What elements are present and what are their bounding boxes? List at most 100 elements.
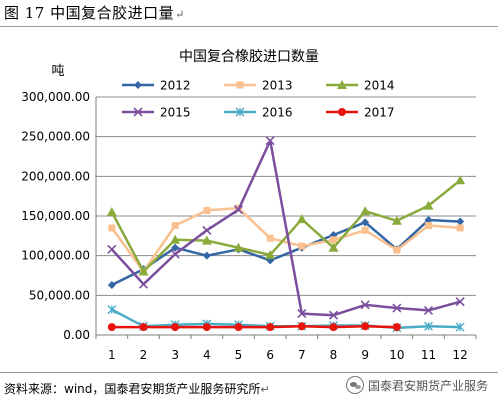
data-point <box>391 215 402 225</box>
data-point <box>171 222 179 230</box>
y-tick-label: 100,000.00 <box>21 249 90 263</box>
series-line <box>110 179 461 273</box>
y-tick-label: 0.00 <box>63 328 90 342</box>
data-point <box>107 305 117 315</box>
series-line <box>111 218 461 287</box>
data-point <box>361 322 370 331</box>
data-point <box>393 246 401 254</box>
data-point <box>236 81 244 89</box>
x-tick-label: 8 <box>330 348 338 362</box>
x-tick-label: 6 <box>266 348 274 362</box>
data-point <box>455 175 466 185</box>
x-tick-label: 11 <box>421 348 436 362</box>
data-point <box>266 234 274 242</box>
data-point <box>328 310 339 320</box>
data-point <box>423 200 434 210</box>
data-point <box>456 217 465 226</box>
series-2013 <box>108 204 464 276</box>
data-point <box>298 242 306 250</box>
data-point <box>233 205 244 215</box>
series-line <box>111 308 461 330</box>
figure-title-text: 图 17 中国复合胶进口量 <box>4 4 175 22</box>
data-point <box>107 281 116 290</box>
data-point <box>361 218 370 227</box>
data-point <box>202 225 212 235</box>
y-tick-label: 250,000.00 <box>21 130 90 144</box>
data-point <box>329 323 338 332</box>
x-tick-label: 5 <box>235 348 243 362</box>
legend-entry-2017: 2017 <box>326 106 395 120</box>
data-point <box>360 300 370 310</box>
legend-entry-2016: 2016 <box>224 106 293 120</box>
data-point <box>134 81 142 89</box>
data-point <box>235 107 245 117</box>
y-tick-label: 50,000.00 <box>29 288 90 302</box>
data-point <box>138 279 149 289</box>
data-point <box>133 107 143 117</box>
data-point <box>337 80 347 89</box>
data-point <box>360 206 371 216</box>
data-point <box>107 244 117 254</box>
y-tick-label: 200,000.00 <box>21 169 90 183</box>
series-line <box>110 206 461 273</box>
x-tick-label: 3 <box>171 348 179 362</box>
x-tick-label: 2 <box>140 348 148 362</box>
data-point <box>265 136 275 146</box>
series-2017 <box>107 322 401 332</box>
data-point <box>203 206 211 214</box>
series-line <box>111 325 397 329</box>
data-point <box>296 214 307 224</box>
y-tick-label: 150,000.00 <box>21 209 90 223</box>
data-point <box>423 305 434 315</box>
data-point <box>202 251 211 260</box>
data-point <box>424 321 433 331</box>
x-tick-label: 12 <box>453 348 468 362</box>
series-2014 <box>106 175 466 276</box>
data-point <box>202 323 211 332</box>
legend-entry-2013: 2013 <box>224 79 293 93</box>
legend-label: 2014 <box>364 79 395 93</box>
data-point <box>456 224 464 232</box>
data-point <box>330 236 337 244</box>
figure-title: 图 17 中国复合胶进口量↵ <box>4 2 185 23</box>
data-point <box>425 222 432 230</box>
chart-title: 中国复合橡胶进口数量 <box>179 48 319 65</box>
legend-entry-2014: 2014 <box>326 79 395 93</box>
x-tick-label: 4 <box>203 348 211 362</box>
legend-label: 2017 <box>364 106 395 120</box>
source-text: 资料来源：wind，国泰君安期货产业服务研究所 <box>4 382 261 396</box>
wechat-icon <box>345 376 364 394</box>
data-point <box>266 323 275 332</box>
source-note: 资料来源：wind，国泰君安期货产业服务研究所↵ <box>4 380 270 397</box>
data-point <box>108 224 116 232</box>
data-point <box>171 243 180 252</box>
x-tick-label: 9 <box>361 348 369 362</box>
data-point <box>424 215 433 224</box>
data-point <box>297 309 307 319</box>
watermark-text: 国泰君安期货产业服务 <box>367 378 488 393</box>
y-tick-label: 300,000.00 <box>21 90 90 104</box>
data-point <box>265 249 276 259</box>
legend-entry-2012: 2012 <box>122 79 191 93</box>
data-point <box>297 322 306 331</box>
data-point <box>455 297 465 307</box>
data-point <box>361 226 369 234</box>
data-point <box>170 249 180 259</box>
legend-label: 2012 <box>160 79 191 93</box>
data-point <box>138 266 149 276</box>
return-mark-icon: ↵ <box>260 383 270 396</box>
data-point <box>392 303 402 313</box>
data-point <box>171 323 180 332</box>
x-tick-label: 1 <box>108 348 116 362</box>
legend-entry-2015: 2015 <box>122 106 191 120</box>
data-point <box>392 323 401 332</box>
data-point <box>170 234 181 244</box>
data-point <box>201 235 212 245</box>
data-point <box>328 242 339 252</box>
data-point <box>139 323 148 332</box>
data-point <box>106 207 117 217</box>
x-tick-label: 10 <box>389 348 404 362</box>
watermark: 国泰君安期货产业服务 <box>345 373 488 397</box>
top-divider <box>0 26 498 27</box>
